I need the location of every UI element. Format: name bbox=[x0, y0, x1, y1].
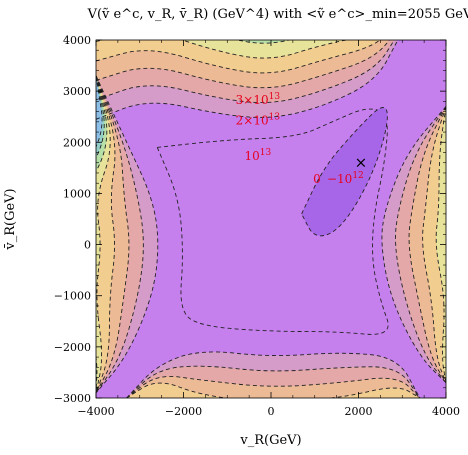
contour-line-right-3 bbox=[422, 106, 446, 383]
x-tick-label: 0 bbox=[268, 405, 275, 418]
y-tick-label: −3000 bbox=[54, 392, 91, 405]
contour-band-left-7 bbox=[96, 75, 102, 393]
chart-title: V(ṽ e^c, v_R, v̄_R) (GeV^4) with <ṽ e^c>… bbox=[87, 7, 468, 22]
y-tick-label: 3000 bbox=[63, 85, 91, 98]
x-tick-label: 2000 bbox=[345, 405, 373, 418]
contour-label-4: −1012 bbox=[327, 171, 364, 186]
x-tick-label: 4000 bbox=[432, 405, 460, 418]
contour-line-left-1 bbox=[96, 75, 144, 394]
contour-line-top-1 bbox=[96, 40, 395, 104]
contour-lines bbox=[96, 40, 446, 398]
contour-line-top-3 bbox=[96, 40, 381, 74]
contour-line-left-0 bbox=[96, 75, 159, 394]
y-tick-label: 4000 bbox=[63, 34, 91, 47]
y-tick-label: 1000 bbox=[63, 187, 91, 200]
contour-label-1: 2×1013 bbox=[236, 112, 281, 127]
contour-line-bottom-1 bbox=[126, 365, 421, 398]
contour-line-right-2 bbox=[408, 106, 446, 383]
y-tick-label: 2000 bbox=[63, 136, 91, 149]
contour-labels: 3×1013 2×1013 1013 0 −1012 bbox=[236, 92, 364, 186]
y-tick-label: −1000 bbox=[54, 290, 91, 303]
contour-band-left-5 bbox=[96, 75, 107, 393]
contour-line-top-2 bbox=[96, 40, 390, 89]
contour-label-0: 3×1013 bbox=[236, 92, 281, 107]
minimum-marker: × bbox=[355, 154, 368, 172]
y-tick-label: −2000 bbox=[54, 341, 91, 354]
x-tick-label: −2000 bbox=[165, 405, 202, 418]
contour-valley bbox=[301, 107, 388, 237]
contour-line-left-3 bbox=[96, 75, 116, 394]
minimum-marker-symbol: × bbox=[355, 154, 368, 172]
contour-label-3: 0 bbox=[313, 172, 321, 186]
x-axis-label: v_R(GeV) bbox=[239, 433, 301, 448]
contour-band-top-4 bbox=[96, 40, 347, 59]
contour-band-bottom-3 bbox=[126, 383, 420, 398]
contour-line-bottom-0 bbox=[126, 351, 421, 398]
y-tick-label: 0 bbox=[84, 239, 91, 252]
y-axis-label: v̄_R(GeV) bbox=[3, 188, 18, 250]
contour-line-right-5 bbox=[445, 106, 446, 383]
contour-band-right-5 bbox=[446, 106, 468, 382]
contour-label-2: 1013 bbox=[245, 148, 272, 163]
contour-line-left-4 bbox=[96, 75, 111, 393]
x-tick-label: −4000 bbox=[77, 405, 114, 418]
contour-line-top-0 bbox=[96, 40, 399, 120]
chart-title-text: V(ṽ e^c, v_R, v̄_R) (GeV^4) with <ṽ e^c>… bbox=[87, 7, 468, 22]
axis-ticks: −4000 −2000 0 2000 4000 −3000 −2000 −1000 0 1000 2… bbox=[54, 34, 460, 418]
plot-area bbox=[96, 40, 468, 398]
axis-labels: v_R(GeV) v̄_R(GeV) bbox=[3, 188, 302, 448]
contour-line-right-4 bbox=[435, 106, 446, 383]
contour-line-left-2 bbox=[96, 75, 130, 394]
contour-line-right-0 bbox=[381, 106, 446, 383]
